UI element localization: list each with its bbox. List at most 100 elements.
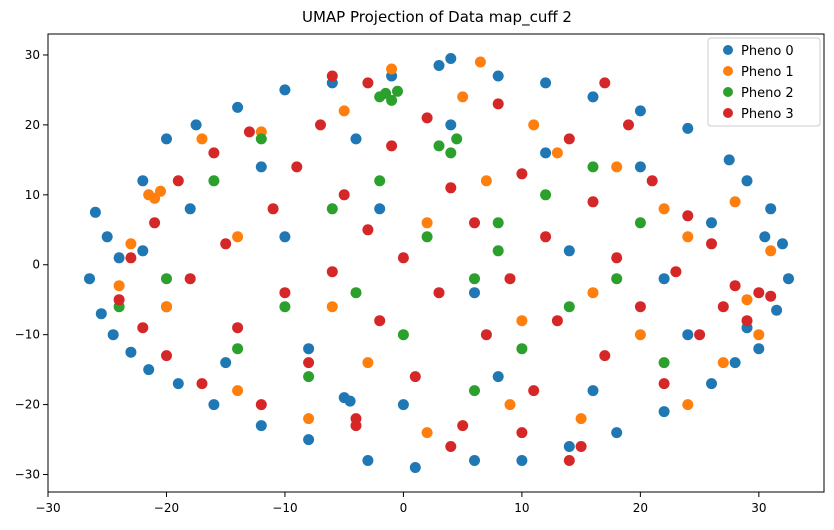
x-axis: −30 −20 −10 0 10 20 30 [35,492,766,515]
point-pheno-0-65 [658,273,670,285]
point-pheno-0-0 [84,273,95,285]
point-pheno-0-56 [540,147,552,159]
points-layer [84,53,794,473]
point-pheno-3-54 [753,287,765,299]
point-pheno-3-9 [220,238,232,250]
point-pheno-3-26 [421,112,433,124]
point-pheno-3-60 [445,441,457,452]
point-pheno-2-2 [374,91,386,103]
point-pheno-2-5 [445,147,457,159]
point-pheno-0-41 [783,273,794,285]
point-pheno-0-38 [753,343,765,355]
point-pheno-0-57 [587,385,599,397]
point-pheno-1-17 [551,147,563,159]
point-pheno-3-22 [374,315,386,327]
point-pheno-3-18 [326,266,338,278]
point-pheno-2-1 [386,94,398,106]
point-pheno-3-53 [741,315,753,327]
point-pheno-3-7 [196,378,208,390]
legend-label-pheno-1: Pheno 1 [741,65,794,80]
point-pheno-0-35 [706,378,717,390]
point-pheno-1-18 [575,413,587,425]
point-pheno-1-2 [155,185,166,197]
y-tick-label: 10 [25,188,40,202]
point-pheno-0-61 [279,231,291,243]
point-pheno-2-14 [397,329,409,341]
point-pheno-3-51 [717,301,729,313]
point-pheno-2-9 [208,175,220,187]
point-pheno-3-49 [694,329,706,341]
point-pheno-1-32 [587,287,599,299]
point-pheno-2-27 [469,385,480,397]
point-pheno-1-6 [196,133,208,145]
point-pheno-0-13 [232,101,244,113]
point-pheno-1-13 [457,91,469,103]
point-pheno-0-39 [765,203,777,215]
point-pheno-2-20 [563,301,575,313]
point-pheno-2-3 [392,85,403,97]
point-pheno-0-55 [492,371,504,383]
point-pheno-0-24 [445,53,457,64]
point-pheno-2-8 [161,273,172,285]
x-tick-label: −20 [154,501,179,515]
point-pheno-0-33 [658,406,670,418]
point-pheno-3-40 [587,196,599,208]
point-pheno-2-17 [492,217,504,229]
point-pheno-2-11 [279,301,291,313]
point-pheno-1-27 [765,245,777,257]
point-pheno-0-14 [255,420,267,432]
point-pheno-3-47 [670,266,682,278]
point-pheno-1-3 [113,280,125,292]
point-pheno-0-15 [279,84,291,96]
point-pheno-3-2 [137,322,149,334]
point-pheno-0-3 [101,231,113,243]
point-pheno-0-19 [344,395,356,407]
point-pheno-3-25 [409,371,421,383]
point-pheno-0-30 [587,91,599,103]
point-pheno-0-7 [137,175,149,187]
y-tick-label: −20 [15,398,40,412]
point-pheno-3-29 [457,420,469,432]
point-pheno-0-53 [397,399,409,411]
point-pheno-1-10 [338,105,350,117]
point-pheno-1-15 [504,399,516,411]
point-pheno-1-20 [634,329,646,341]
legend-label-pheno-2: Pheno 2 [741,86,794,101]
point-pheno-0-26 [492,70,504,82]
point-pheno-3-12 [255,399,267,411]
point-pheno-3-15 [291,161,303,173]
point-pheno-0-54 [445,119,457,131]
point-pheno-3-13 [267,203,279,215]
legend-marker-pheno-1 [723,66,733,76]
point-pheno-3-35 [528,385,540,397]
point-pheno-3-52 [729,280,741,292]
point-pheno-3-43 [623,119,634,131]
point-pheno-0-27 [516,455,528,466]
point-pheno-0-8 [143,364,155,376]
point-pheno-0-63 [563,245,575,257]
point-pheno-3-14 [279,287,291,299]
point-pheno-2-18 [516,343,528,355]
point-pheno-3-24 [397,252,409,264]
point-pheno-0-31 [611,427,623,439]
point-pheno-1-34 [362,357,374,369]
point-pheno-3-21 [362,224,374,236]
point-pheno-0-10 [172,378,184,390]
point-pheno-3-50 [706,238,717,250]
point-pheno-1-24 [729,196,741,208]
point-pheno-3-46 [658,378,670,390]
point-pheno-0-42 [771,304,783,316]
y-tick-label: 0 [32,258,40,272]
point-pheno-3-6 [184,273,196,285]
point-pheno-1-16 [528,119,540,131]
point-pheno-3-38 [563,133,575,145]
point-pheno-0-62 [469,287,480,299]
point-pheno-2-19 [540,189,552,201]
point-pheno-1-23 [717,357,729,369]
point-pheno-0-12 [208,399,220,411]
point-pheno-0-59 [682,329,694,341]
legend-box [707,37,821,127]
x-tick-label: 10 [514,501,529,515]
point-pheno-1-14 [474,56,486,68]
point-pheno-3-23 [386,140,398,152]
